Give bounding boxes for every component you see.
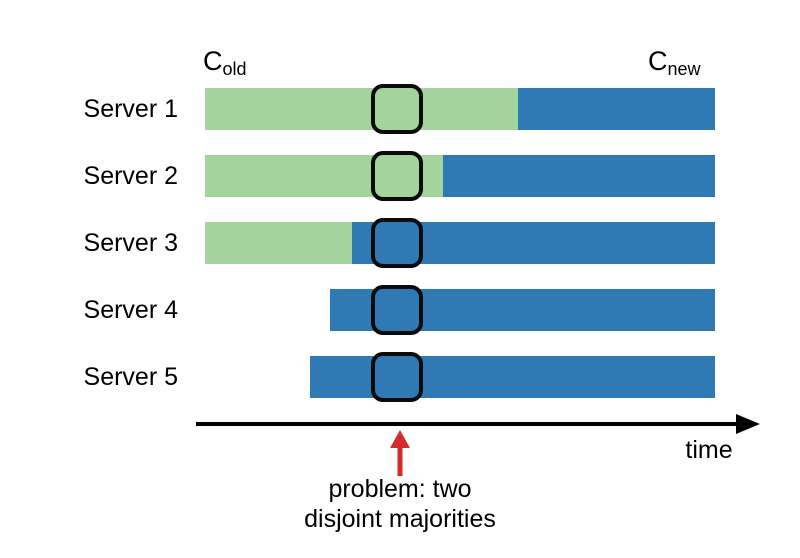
- problem-up-arrow-icon: [390, 430, 410, 476]
- server-3-old-config-segment: [205, 222, 352, 264]
- c-new-base: C: [648, 46, 668, 76]
- time-axis-arrowhead-icon: [736, 414, 760, 434]
- c-old-base: C: [203, 46, 223, 76]
- server-5-label: Server 5: [83, 362, 178, 391]
- time-axis-label: time: [685, 436, 733, 464]
- server-3-highlight-box: [371, 218, 423, 268]
- server-2-bar: [205, 155, 715, 197]
- server-3-bar: [205, 222, 715, 264]
- server-4-label: Server 4: [83, 295, 178, 324]
- time-axis: [196, 414, 760, 434]
- c-old-label: Cold: [203, 46, 247, 80]
- server-1-highlight-box: [371, 84, 423, 134]
- server-1-bar: [205, 88, 715, 130]
- server-2-highlight-box: [371, 151, 423, 201]
- server-3-label: Server 3: [83, 228, 178, 257]
- server-2-old-config-segment: [205, 155, 443, 197]
- server-1-label: Server 1: [83, 94, 178, 123]
- server-4-highlight-box: [371, 285, 423, 335]
- server-1-old-config-segment: [205, 88, 518, 130]
- server-4-bar: [330, 289, 715, 331]
- problem-annotation: problem: two disjoint majorities: [240, 474, 560, 534]
- server-2-new-config-segment: [443, 155, 715, 197]
- problem-annotation-line-1: problem: two: [328, 475, 472, 503]
- problem-annotation-line-2: disjoint majorities: [304, 505, 496, 533]
- c-old-subscript: old: [222, 59, 247, 79]
- server-2-label: Server 2: [83, 161, 178, 190]
- c-new-subscript: new: [667, 59, 701, 79]
- server-5-highlight-box: [371, 352, 423, 402]
- server-1-new-config-segment: [518, 88, 715, 130]
- c-new-label: Cnew: [648, 46, 701, 80]
- server-4-new-config-segment: [330, 289, 715, 331]
